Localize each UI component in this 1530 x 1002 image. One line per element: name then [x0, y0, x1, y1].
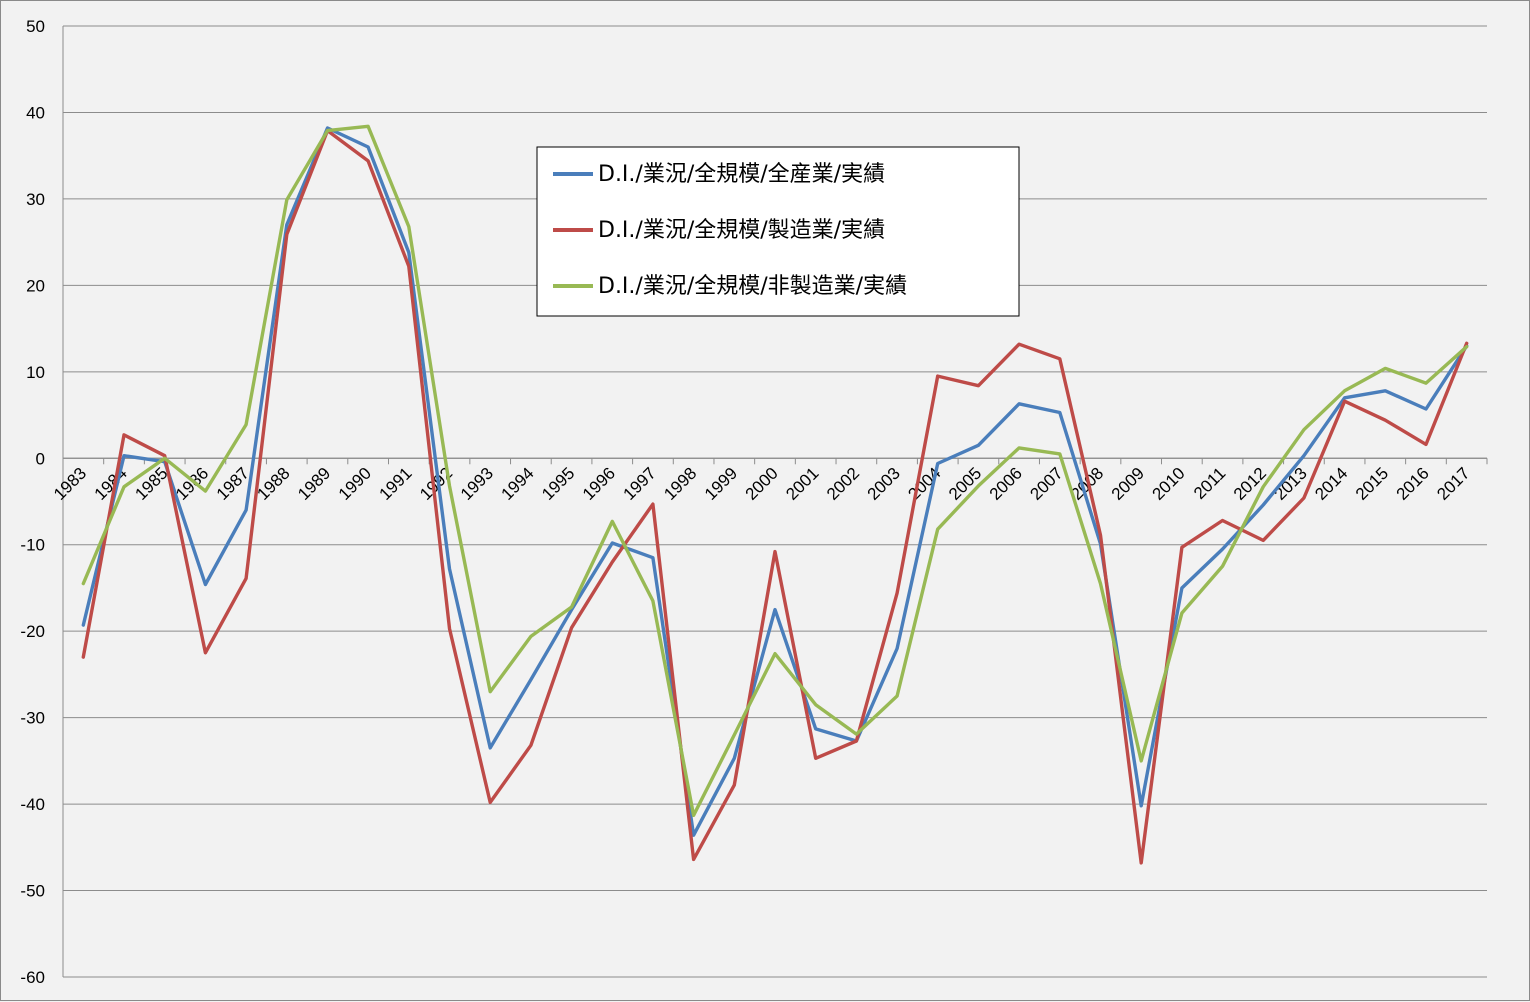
x-tick-label: 2001 — [782, 464, 822, 504]
y-tick-labels: 50 40 30 20 10 0 -10 -20 -30 -40 -50 -60 — [20, 17, 45, 987]
x-tick-label: 1985 — [131, 464, 171, 504]
x-tick-label: 2000 — [742, 464, 782, 504]
x-tick-label: 1991 — [375, 464, 415, 504]
series-line-2 — [81, 124, 1469, 817]
y-tick-label: -60 — [20, 968, 45, 987]
legend: D.I./業況/全規模/全産業/実績 D.I./業況/全規模/製造業/実績 D.… — [536, 146, 1020, 317]
x-tick-label: 2003 — [864, 464, 904, 504]
y-tick-label: -30 — [20, 709, 45, 728]
x-tick-label: 2016 — [1393, 464, 1433, 504]
x-tick-labels: 1983 1984 1985 1986 1987 1988 1989 1990 1991 1992… — [50, 464, 1473, 504]
y-tick-label: -10 — [20, 536, 45, 555]
x-tick-label: 2006 — [986, 464, 1026, 504]
legend-label-manufacturing: D.I./業況/全規模/製造業/実績 — [598, 218, 885, 243]
y-tick-label: 10 — [26, 363, 45, 382]
x-tick-label: 1997 — [620, 464, 660, 504]
y-tick-label: 50 — [26, 17, 45, 36]
series-line-1 — [81, 128, 1469, 865]
x-tick-label: 1990 — [335, 464, 375, 504]
x-tick-label: 1994 — [498, 464, 538, 504]
x-tick-label: 1996 — [579, 464, 619, 504]
y-tick-label: -50 — [20, 882, 45, 901]
x-tick-label: 2002 — [823, 464, 863, 504]
legend-box — [536, 146, 1020, 317]
x-tick-label: 2007 — [1026, 464, 1066, 504]
y-tick-label: -40 — [20, 795, 45, 814]
legend-label-non-manufacturing: D.I./業況/全規模/非製造業/実績 — [598, 274, 907, 299]
x-tick-label: 1983 — [50, 464, 90, 504]
y-tick-label: 30 — [26, 190, 45, 209]
x-tick-label: 2010 — [1149, 464, 1189, 504]
y-tick-label: 40 — [26, 103, 45, 122]
x-tick-label: 2004 — [904, 464, 944, 504]
y-tick-label: 20 — [26, 276, 45, 295]
x-tick-label: 2017 — [1433, 464, 1473, 504]
x-tick-label: 2011 — [1190, 464, 1229, 503]
legend-label-all-industries: D.I./業況/全規模/全産業/実績 — [598, 162, 885, 187]
x-tick-label: 1989 — [294, 464, 334, 504]
x-tick-label: 1993 — [457, 464, 497, 504]
axes — [62, 26, 1488, 977]
y-tick-label: -20 — [20, 622, 45, 641]
x-tick-label: 1999 — [701, 464, 741, 504]
x-tick-label: 2009 — [1108, 464, 1148, 504]
series-lines — [81, 124, 1469, 865]
x-tick-label: 2015 — [1352, 464, 1392, 504]
y-tick-label: 0 — [36, 449, 45, 468]
series-line-0 — [81, 126, 1469, 837]
x-tick-label: 1995 — [538, 464, 578, 504]
x-tick-label: 1998 — [660, 464, 700, 504]
